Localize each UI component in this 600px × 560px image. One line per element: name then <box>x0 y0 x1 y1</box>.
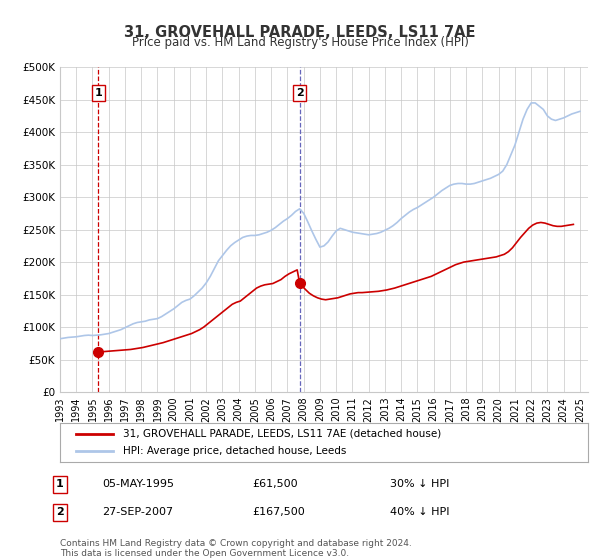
Text: This data is licensed under the Open Government Licence v3.0.: This data is licensed under the Open Gov… <box>60 549 349 558</box>
Text: HPI: Average price, detached house, Leeds: HPI: Average price, detached house, Leed… <box>124 446 347 456</box>
Text: 2: 2 <box>56 507 64 517</box>
Text: Price paid vs. HM Land Registry's House Price Index (HPI): Price paid vs. HM Land Registry's House … <box>131 36 469 49</box>
Text: 30% ↓ HPI: 30% ↓ HPI <box>390 479 449 489</box>
Text: 05-MAY-1995: 05-MAY-1995 <box>102 479 174 489</box>
Text: 31, GROVEHALL PARADE, LEEDS, LS11 7AE: 31, GROVEHALL PARADE, LEEDS, LS11 7AE <box>124 25 476 40</box>
Text: Contains HM Land Registry data © Crown copyright and database right 2024.: Contains HM Land Registry data © Crown c… <box>60 539 412 548</box>
Text: 1: 1 <box>94 88 102 98</box>
Text: 2: 2 <box>296 88 304 98</box>
Text: £61,500: £61,500 <box>252 479 298 489</box>
Text: 27-SEP-2007: 27-SEP-2007 <box>102 507 173 517</box>
Text: 31, GROVEHALL PARADE, LEEDS, LS11 7AE (detached house): 31, GROVEHALL PARADE, LEEDS, LS11 7AE (d… <box>124 429 442 439</box>
Text: 1: 1 <box>56 479 64 489</box>
Text: 40% ↓ HPI: 40% ↓ HPI <box>390 507 449 517</box>
Text: £167,500: £167,500 <box>252 507 305 517</box>
